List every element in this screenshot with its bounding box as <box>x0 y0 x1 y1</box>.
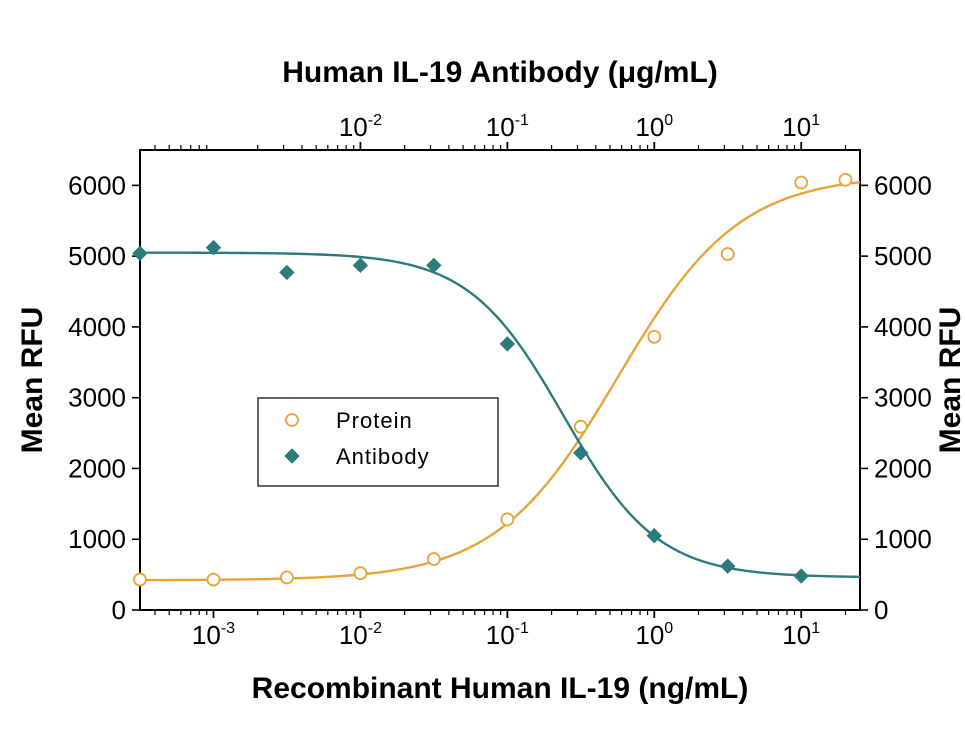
protein-point <box>354 567 366 579</box>
chart-root: 0 0 1000 1000 2000 2000 3000 3000 4000 4000 5000 50… <box>0 0 965 747</box>
left-axis-title: Mean RFU <box>16 307 49 454</box>
x-tick-label: 10-2 <box>339 620 382 650</box>
y-tick-label-left: 0 <box>112 595 126 625</box>
y-tick-label-left: 4000 <box>68 312 126 342</box>
protein-point <box>839 174 851 186</box>
x-tick-label: 100 <box>635 620 673 650</box>
y-tick-label-right: 5000 <box>874 241 932 271</box>
protein-point <box>286 414 298 426</box>
protein-point <box>281 571 293 583</box>
x-top-tick-label: 100 <box>635 112 673 142</box>
protein-point <box>207 574 219 586</box>
chart-svg: 0 0 1000 1000 2000 2000 3000 3000 4000 4000 5000 50… <box>0 0 965 747</box>
antibody-point <box>794 569 808 583</box>
x-top-tick-label: 10-2 <box>339 112 382 142</box>
legend-label: Protein <box>336 408 413 433</box>
y-tick-label-left: 2000 <box>68 453 126 483</box>
legend-label: Antibody <box>336 444 430 469</box>
x-tick-label: 10-3 <box>192 620 235 650</box>
x-top-tick-label: 101 <box>782 112 820 142</box>
protein-point <box>795 177 807 189</box>
y-tick-label-right: 0 <box>874 595 888 625</box>
antibody-point <box>574 446 588 460</box>
antibody-point <box>500 337 514 351</box>
top-axis-title: Human IL-19 Antibody (μg/mL) <box>282 56 718 89</box>
protein-point <box>501 513 513 525</box>
y-tick-label-left: 3000 <box>68 383 126 413</box>
y-tick-label-right: 1000 <box>874 524 932 554</box>
antibody-point <box>721 559 735 573</box>
protein-point <box>648 331 660 343</box>
y-tick-label-right: 4000 <box>874 312 932 342</box>
antibody-point <box>133 246 147 260</box>
antibody-point <box>353 258 367 272</box>
y-tick-label-right: 2000 <box>874 453 932 483</box>
right-axis-title: Mean RFU <box>934 307 965 454</box>
y-tick-label-left: 6000 <box>68 170 126 200</box>
antibody-point <box>280 265 294 279</box>
protein-fit-line <box>140 182 860 580</box>
bottom-axis-title: Recombinant Human IL-19 (ng/mL) <box>252 672 749 705</box>
y-tick-label-right: 6000 <box>874 170 932 200</box>
x-tick-label: 101 <box>782 620 820 650</box>
plot-border <box>140 150 860 610</box>
protein-point <box>722 248 734 260</box>
protein-point <box>428 553 440 565</box>
protein-point <box>134 574 146 586</box>
y-tick-label-right: 3000 <box>874 383 932 413</box>
y-tick-label-left: 5000 <box>68 241 126 271</box>
x-tick-label: 10-1 <box>486 620 529 650</box>
x-top-tick-label: 10-1 <box>486 112 529 142</box>
protein-point <box>575 421 587 433</box>
y-tick-label-left: 1000 <box>68 524 126 554</box>
